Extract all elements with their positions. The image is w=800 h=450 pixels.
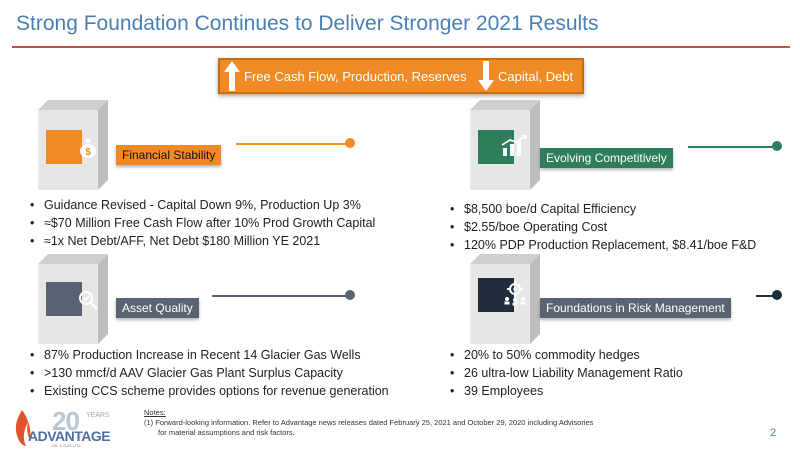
list-item: $2.55/boe Operating Cost: [448, 218, 756, 236]
label-foundations-risk-management: Foundations in Risk Management: [540, 298, 731, 318]
cube-risk: [470, 254, 540, 344]
gear-people-icon: [504, 281, 526, 306]
connector-line: [212, 295, 348, 297]
list-item: ≈1x Net Debt/AFF, Net Debt $180 Million …: [28, 232, 375, 250]
flame-icon: [15, 410, 31, 446]
list-item: Guidance Revised - Capital Down 9%, Prod…: [28, 196, 375, 214]
cube-evolving: [470, 100, 540, 190]
list-item: Existing CCS scheme provides options for…: [28, 382, 389, 400]
asset-bullets: 87% Production Increase in Recent 14 Gla…: [28, 346, 389, 400]
summary-banner: Free Cash Flow, Production, Reserves Cap…: [218, 58, 584, 94]
money-bag-icon: $: [80, 139, 96, 158]
connector-dot: [345, 290, 355, 300]
banner-decrease-text: Capital, Debt: [498, 69, 574, 84]
arrow-up-icon: [224, 61, 240, 91]
svg-text:$: $: [85, 147, 91, 158]
connector-dot: [772, 141, 782, 151]
connector-dot: [345, 138, 355, 148]
arrow-down-icon: [478, 61, 494, 91]
connector-line: [236, 143, 348, 145]
list-item: >130 mmcf/d AAV Glacier Gas Plant Surplu…: [28, 364, 389, 382]
evolving-bullets: $8,500 boe/d Capital Efficiency $2.55/bo…: [448, 200, 756, 254]
logo-sub: OIL & GAS LTD.: [52, 443, 82, 448]
label-financial-stability: Financial Stability: [116, 145, 222, 165]
advantage-logo: 20 YEARS ADVANTAGE OIL & GAS LTD.: [8, 406, 111, 448]
connector-line: [756, 295, 778, 297]
cube-asset: [38, 254, 108, 344]
notes-line-1: (1) Forward-looking information. Refer t…: [144, 418, 594, 427]
risk-bullets: 20% to 50% commodity hedges 26 ultra-low…: [448, 346, 683, 400]
connector-dot: [772, 290, 782, 300]
footnotes: Notes: (1) Forward-looking information. …: [144, 408, 593, 438]
notes-line-2: for material assumptions and risk factor…: [158, 428, 295, 437]
page-title: Strong Foundation Continues to Deliver S…: [16, 12, 599, 35]
logo-years-number: 20: [52, 406, 80, 436]
list-item: 20% to 50% commodity hedges: [448, 346, 683, 364]
list-item: 87% Production Increase in Recent 14 Gla…: [28, 346, 389, 364]
list-item: $8,500 boe/d Capital Efficiency: [448, 200, 756, 218]
banner-increase-text: Free Cash Flow, Production, Reserves: [244, 69, 467, 84]
logo-years-word: YEARS: [86, 412, 110, 419]
growth-chart-icon: [501, 135, 527, 156]
label-evolving-competitively: Evolving Competitively: [540, 148, 673, 168]
page-number: 2: [770, 427, 777, 439]
list-item: 26 ultra-low Liability Management Ratio: [448, 364, 683, 382]
notes-title: Notes:: [144, 408, 166, 417]
logo-name: ADVANTAGE: [28, 428, 111, 444]
magnifier-check-icon: [79, 291, 98, 310]
financial-bullets: Guidance Revised - Capital Down 9%, Prod…: [28, 196, 375, 250]
label-asset-quality: Asset Quality: [116, 298, 199, 318]
list-item: 120% PDP Production Replacement, $8.41/b…: [448, 236, 756, 254]
connector-line: [688, 146, 776, 148]
list-item: 39 Employees: [448, 382, 683, 400]
title-divider: [12, 46, 790, 48]
list-item: ≈$70 Million Free Cash Flow after 10% Pr…: [28, 214, 375, 232]
